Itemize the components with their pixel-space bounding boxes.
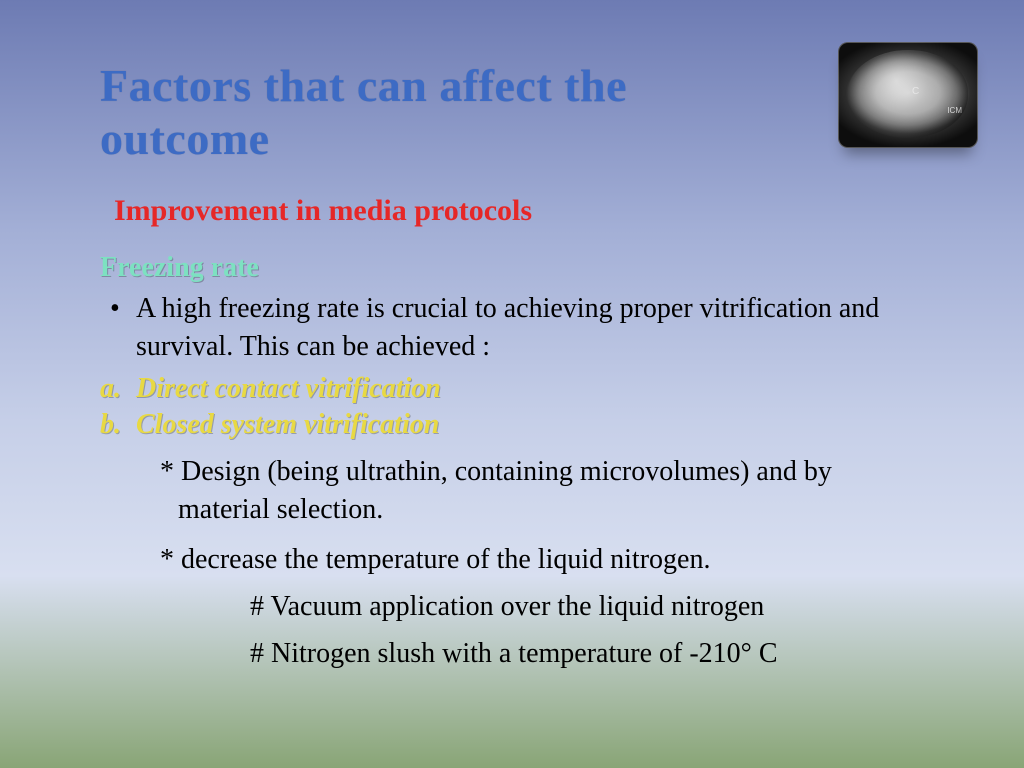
hash-point-2: # Nitrogen slush with a temperature of -… — [250, 634, 924, 673]
sub-point-2: * decrease the temperature of the liquid… — [160, 541, 924, 579]
bullet-dot-icon: • — [110, 290, 136, 366]
slide-subtitle: Improvement in media protocols — [114, 194, 924, 228]
thumbnail-label-c: C — [912, 86, 919, 97]
bullet-main-text: A high freezing rate is crucial to achie… — [136, 290, 924, 366]
option-a: a. Direct contact vitrification — [100, 373, 924, 405]
sub-point-1: * Design (being ultrathin, containing mi… — [160, 453, 924, 529]
section-heading: Freezing rate — [100, 252, 924, 284]
option-a-letter: a. — [100, 373, 136, 405]
option-a-text: Direct contact vitrification — [136, 373, 441, 405]
slide-title: Factors that can affect the outcome — [100, 60, 740, 166]
bullet-main: • A high freezing rate is crucial to ach… — [110, 290, 924, 366]
hash-point-1: # Vacuum application over the liquid nit… — [250, 587, 924, 626]
slide-container: C ICM Factors that can affect the outcom… — [0, 0, 1024, 713]
option-b-text: Closed system vitrification — [136, 409, 439, 441]
embryo-thumbnail: C ICM — [838, 42, 978, 148]
thumbnail-label-icm: ICM — [947, 106, 962, 115]
option-b: b. Closed system vitrification — [100, 409, 924, 441]
option-b-letter: b. — [100, 409, 136, 441]
